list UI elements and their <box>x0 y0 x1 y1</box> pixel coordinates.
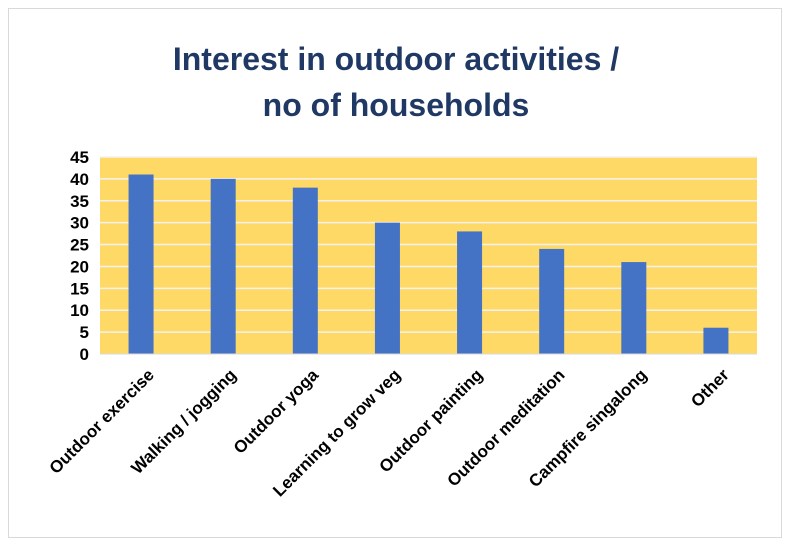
y-tick-label: 35 <box>70 192 89 211</box>
y-axis-ticks: 0 5 10 15 20 25 30 35 40 45 <box>70 148 89 364</box>
y-tick-label: 5 <box>80 323 89 342</box>
chart-title: Interest in outdoor activities / no of h… <box>0 36 792 128</box>
y-tick-label: 30 <box>70 214 89 233</box>
gridlines <box>100 156 757 333</box>
bar <box>457 231 483 354</box>
bar <box>621 262 647 354</box>
x-category-label: Other <box>687 365 733 411</box>
y-tick-label: 45 <box>70 148 89 167</box>
y-tick-label: 25 <box>70 236 89 255</box>
bar <box>210 178 236 354</box>
y-tick-label: 10 <box>70 301 89 320</box>
chart-title-line-2: no of households <box>262 87 530 123</box>
bar <box>374 222 400 354</box>
bars <box>128 174 729 354</box>
y-tick-label: 0 <box>80 345 89 364</box>
chart-title-line-1: Interest in outdoor activities / <box>172 41 620 77</box>
bar <box>128 174 154 354</box>
y-tick-label: 40 <box>70 170 89 189</box>
y-tick-label: 15 <box>70 279 89 298</box>
bar <box>292 187 318 354</box>
bar <box>539 248 565 354</box>
x-category-label: Outdoor yoga <box>230 365 323 458</box>
plot-area <box>100 157 757 354</box>
y-tick-label: 20 <box>70 257 89 276</box>
bar <box>703 327 729 354</box>
